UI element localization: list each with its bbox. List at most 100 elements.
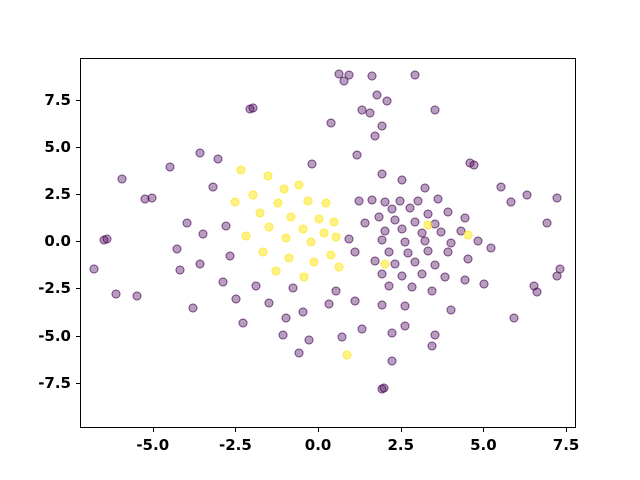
data-point-cluster-purple bbox=[387, 356, 397, 366]
data-point-cluster-purple bbox=[410, 257, 420, 267]
data-point-cluster-purple bbox=[397, 175, 407, 185]
data-point-cluster-yellow bbox=[326, 250, 336, 260]
data-point-cluster-purple bbox=[365, 108, 375, 118]
data-point-cluster-yellow bbox=[329, 217, 339, 227]
data-point-cluster-purple bbox=[350, 296, 360, 306]
data-point-cluster-purple bbox=[382, 96, 392, 106]
y-tick-label: 5.0 bbox=[44, 137, 71, 156]
y-tick-mark bbox=[76, 335, 80, 337]
data-point-cluster-purple bbox=[111, 289, 121, 299]
data-point-cluster-yellow bbox=[463, 230, 473, 240]
data-point-cluster-yellow bbox=[294, 180, 304, 190]
data-point-cluster-purple bbox=[469, 160, 479, 170]
data-point-cluster-purple bbox=[374, 212, 384, 222]
data-point-cluster-purple bbox=[307, 159, 317, 169]
x-tick-label: 2.5 bbox=[387, 436, 415, 454]
data-point-cluster-purple bbox=[552, 271, 562, 281]
data-point-cluster-yellow bbox=[263, 171, 273, 181]
data-point-cluster-yellow bbox=[286, 212, 296, 222]
data-point-cluster-purple bbox=[117, 174, 127, 184]
data-point-cluster-purple bbox=[405, 203, 415, 213]
x-tick-mark bbox=[483, 428, 485, 432]
data-point-cluster-purple bbox=[384, 247, 394, 257]
data-point-cluster-purple bbox=[89, 264, 99, 274]
data-point-cluster-purple bbox=[400, 301, 410, 311]
data-point-cluster-purple bbox=[506, 197, 516, 207]
data-point-cluster-purple bbox=[377, 235, 387, 245]
data-point-cluster-purple bbox=[410, 70, 420, 80]
data-point-cluster-purple bbox=[360, 218, 370, 228]
data-point-cluster-purple bbox=[400, 237, 410, 247]
data-point-cluster-purple bbox=[400, 321, 410, 331]
y-tick-label: 7.5 bbox=[44, 90, 71, 109]
data-point-cluster-purple bbox=[427, 341, 436, 351]
data-point-cluster-purple bbox=[427, 286, 436, 296]
data-point-cluster-purple bbox=[339, 76, 349, 86]
data-point-cluster-purple bbox=[380, 226, 390, 236]
data-point-cluster-purple bbox=[377, 169, 387, 179]
data-point-cluster-purple bbox=[397, 271, 407, 281]
y-tick-mark bbox=[76, 241, 80, 243]
data-point-cluster-purple bbox=[390, 215, 400, 225]
y-tick-label: 0.0 bbox=[44, 232, 71, 251]
data-point-cluster-purple bbox=[420, 183, 430, 193]
data-point-cluster-purple bbox=[165, 162, 175, 172]
y-tick-label: 2.5 bbox=[44, 184, 71, 203]
y-tick-mark bbox=[76, 382, 80, 384]
data-point-cluster-yellow bbox=[299, 272, 309, 282]
data-point-cluster-purple bbox=[387, 328, 397, 338]
data-point-cluster-purple bbox=[407, 282, 417, 292]
x-tick-label: -2.5 bbox=[219, 436, 252, 454]
data-point-cluster-yellow bbox=[273, 198, 283, 208]
data-point-cluster-purple bbox=[352, 150, 362, 160]
points-layer bbox=[81, 59, 575, 427]
x-tick-label: 7.5 bbox=[552, 436, 580, 454]
data-point-cluster-purple bbox=[337, 332, 347, 341]
data-point-cluster-purple bbox=[248, 103, 258, 113]
plot-area bbox=[80, 58, 576, 428]
data-point-cluster-purple bbox=[208, 182, 218, 192]
data-point-cluster-purple bbox=[195, 148, 205, 158]
data-point-cluster-purple bbox=[188, 303, 198, 313]
data-point-cluster-yellow bbox=[230, 197, 240, 207]
data-point-cluster-purple bbox=[278, 330, 288, 340]
data-point-cluster-purple bbox=[443, 247, 453, 257]
data-point-cluster-purple bbox=[377, 269, 387, 279]
data-point-cluster-yellow bbox=[241, 231, 251, 241]
y-tick-mark bbox=[76, 288, 80, 290]
data-point-cluster-purple bbox=[552, 193, 562, 203]
data-point-cluster-yellow bbox=[248, 190, 258, 200]
data-point-cluster-yellow bbox=[264, 222, 274, 232]
data-point-cluster-purple bbox=[387, 204, 397, 214]
data-point-cluster-purple bbox=[132, 291, 142, 301]
data-point-cluster-purple bbox=[390, 259, 400, 269]
data-point-cluster-purple bbox=[384, 281, 394, 291]
data-point-cluster-purple bbox=[446, 305, 456, 315]
data-point-cluster-purple bbox=[473, 236, 483, 246]
data-point-cluster-yellow bbox=[284, 253, 294, 263]
data-point-cluster-purple bbox=[509, 313, 519, 323]
x-tick-mark bbox=[566, 428, 568, 432]
y-tick-label: -2.5 bbox=[38, 279, 71, 298]
data-point-cluster-purple bbox=[423, 246, 433, 256]
data-point-cluster-yellow bbox=[423, 220, 433, 230]
data-point-cluster-yellow bbox=[334, 262, 344, 272]
data-point-cluster-purple bbox=[542, 218, 552, 228]
data-point-cluster-purple bbox=[198, 229, 208, 239]
x-tick-mark bbox=[152, 428, 154, 432]
data-point-cluster-yellow bbox=[281, 233, 291, 243]
data-point-cluster-purple bbox=[370, 256, 380, 266]
x-tick-mark bbox=[400, 428, 402, 432]
data-point-cluster-purple bbox=[403, 248, 413, 258]
data-point-cluster-purple bbox=[357, 324, 367, 334]
data-point-cluster-purple bbox=[430, 105, 440, 115]
data-point-cluster-purple bbox=[294, 348, 304, 358]
data-point-cluster-purple bbox=[446, 238, 456, 248]
data-point-cluster-purple bbox=[443, 207, 453, 217]
data-point-cluster-purple bbox=[344, 70, 354, 80]
data-point-cluster-purple bbox=[331, 286, 341, 296]
data-point-cluster-purple bbox=[430, 330, 440, 340]
data-point-cluster-purple bbox=[430, 260, 440, 270]
data-point-cluster-purple bbox=[410, 217, 420, 227]
